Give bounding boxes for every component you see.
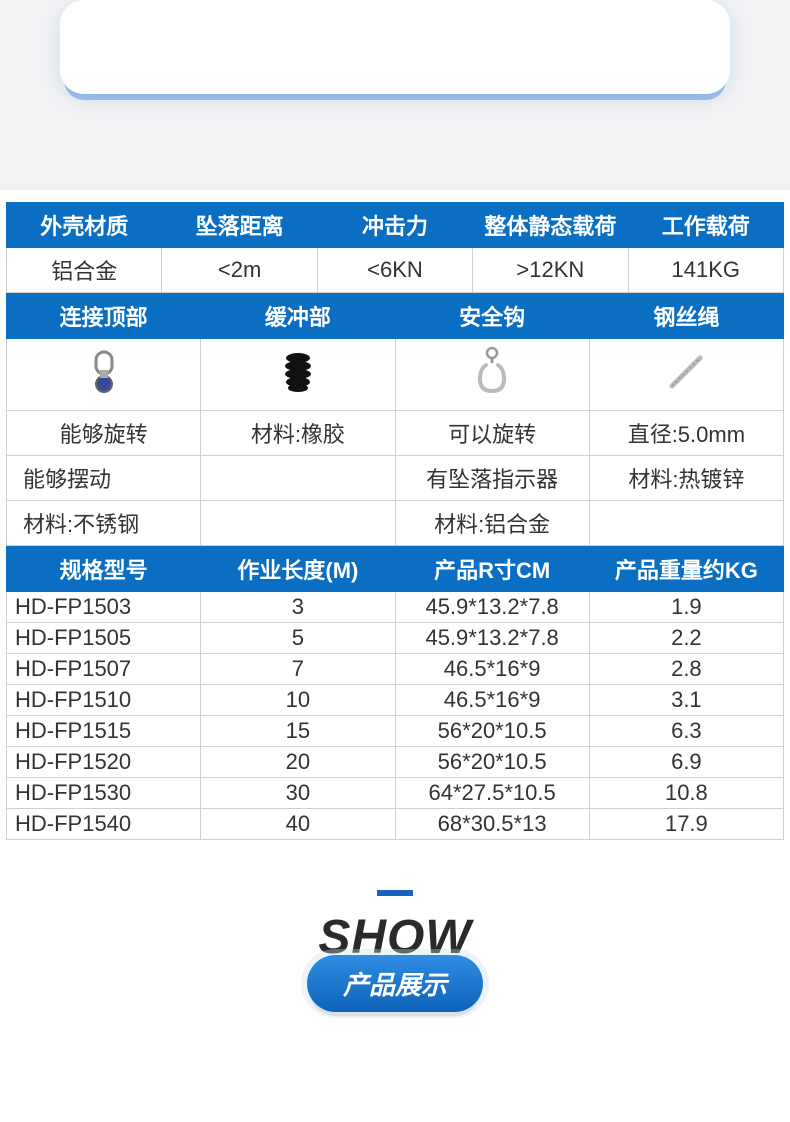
col-header: 坠落距离 [162, 203, 317, 248]
cell: 20 [201, 747, 395, 778]
table-row-images [7, 339, 784, 411]
cell: 6.3 [589, 716, 783, 747]
top-card [60, 0, 730, 94]
cell: HD-FP1510 [7, 685, 201, 716]
specs-table-1: 外壳材质 坠落距离 冲击力 整体静态载荷 工作载荷 铝合金 <2m <6KN >… [6, 202, 784, 293]
cell: 68*30.5*13 [395, 809, 589, 840]
cell: 56*20*10.5 [395, 716, 589, 747]
cell: 材料:不锈钢 [7, 501, 201, 546]
show-subtitle-pill: 产品展示 [307, 955, 483, 1012]
cell-image [395, 339, 589, 411]
cell: 2.8 [589, 654, 783, 685]
col-header: 产品R寸CM [395, 547, 589, 592]
cell: 1.9 [589, 592, 783, 623]
col-header: 外壳材质 [7, 203, 162, 248]
cell: 有坠落指示器 [395, 456, 589, 501]
col-header: 规格型号 [7, 547, 201, 592]
table-header-row: 外壳材质 坠落距离 冲击力 整体静态载荷 工作载荷 [7, 203, 784, 248]
cell: 46.5*16*9 [395, 685, 589, 716]
cell: HD-FP1507 [7, 654, 201, 685]
cell: 2.2 [589, 623, 783, 654]
swivel-top-icon [80, 348, 128, 396]
cell: 15 [201, 716, 395, 747]
col-header: 作业长度(M) [201, 547, 395, 592]
cell-image [201, 339, 395, 411]
cell: HD-FP1520 [7, 747, 201, 778]
col-header: 工作载荷 [628, 203, 783, 248]
cell [201, 456, 395, 501]
cell: 3.1 [589, 685, 783, 716]
cell: <2m [162, 248, 317, 293]
cell: 46.5*16*9 [395, 654, 589, 685]
table-row: 能够摆动 有坠落指示器 材料:热镀锌 [7, 456, 784, 501]
cell [589, 501, 783, 546]
cell: 30 [201, 778, 395, 809]
cell: 材料:橡胶 [201, 411, 395, 456]
cell: 能够旋转 [7, 411, 201, 456]
cell: HD-FP1530 [7, 778, 201, 809]
cell: <6KN [317, 248, 472, 293]
col-header: 安全钩 [395, 294, 589, 339]
cell: HD-FP1505 [7, 623, 201, 654]
table-header-row: 连接顶部 缓冲部 安全钩 钢丝绳 [7, 294, 784, 339]
table-row: 材料:不锈钢 材料:铝合金 [7, 501, 784, 546]
carabiner-icon [468, 347, 516, 395]
cell: 64*27.5*10.5 [395, 778, 589, 809]
cell: 材料:热镀锌 [589, 456, 783, 501]
col-header: 缓冲部 [201, 294, 395, 339]
cell: 5 [201, 623, 395, 654]
top-card-container [0, 0, 790, 94]
table-row: HD-FP1505545.9*13.2*7.82.2 [7, 623, 784, 654]
table-row: 铝合金 <2m <6KN >12KN 141KG [7, 248, 784, 293]
cell: 铝合金 [7, 248, 162, 293]
cell: 3 [201, 592, 395, 623]
cell: 直径:5.0mm [589, 411, 783, 456]
cell: 10 [201, 685, 395, 716]
cell: 10.8 [589, 778, 783, 809]
cell: 可以旋转 [395, 411, 589, 456]
table-row: HD-FP15404068*30.5*1317.9 [7, 809, 784, 840]
cell: 7 [201, 654, 395, 685]
table-row: HD-FP15303064*27.5*10.510.8 [7, 778, 784, 809]
col-header: 连接顶部 [7, 294, 201, 339]
table-row: HD-FP1507746.5*16*92.8 [7, 654, 784, 685]
cell: 45.9*13.2*7.8 [395, 592, 589, 623]
table-row: HD-FP15101046.5*16*93.1 [7, 685, 784, 716]
accent-bar [377, 890, 413, 896]
cell: 17.9 [589, 809, 783, 840]
col-header: 产品重量约KG [589, 547, 783, 592]
col-header: 整体静态载荷 [473, 203, 628, 248]
cell-image [7, 339, 201, 411]
tables-container: 外壳材质 坠落距离 冲击力 整体静态载荷 工作载荷 铝合金 <2m <6KN >… [0, 190, 790, 1122]
components-table: 连接顶部 缓冲部 安全钩 钢丝绳 [6, 293, 784, 546]
cell: HD-FP1540 [7, 809, 201, 840]
table-row: HD-FP15151556*20*10.56.3 [7, 716, 784, 747]
cell [201, 501, 395, 546]
cell: 56*20*10.5 [395, 747, 589, 778]
cell: 材料:铝合金 [395, 501, 589, 546]
cell: 6.9 [589, 747, 783, 778]
table-row: HD-FP15202056*20*10.56.9 [7, 747, 784, 778]
show-section: SHOW 产品展示 [6, 840, 784, 1122]
table-row: 能够旋转 材料:橡胶 可以旋转 直径:5.0mm [7, 411, 784, 456]
models-table: 规格型号 作业长度(M) 产品R寸CM 产品重量约KG HD-FP1503345… [6, 546, 784, 840]
col-header: 冲击力 [317, 203, 472, 248]
cell: 141KG [628, 248, 783, 293]
cell: 45.9*13.2*7.8 [395, 623, 589, 654]
cell: 40 [201, 809, 395, 840]
col-header: 钢丝绳 [589, 294, 783, 339]
table-row: HD-FP1503345.9*13.2*7.81.9 [7, 592, 784, 623]
cell-image [589, 339, 783, 411]
cell: 能够摆动 [7, 456, 201, 501]
cell: >12KN [473, 248, 628, 293]
wire-rope-icon [662, 348, 710, 396]
rubber-bumper-icon [274, 348, 322, 396]
cell: HD-FP1515 [7, 716, 201, 747]
cell: HD-FP1503 [7, 592, 201, 623]
table-header-row: 规格型号 作业长度(M) 产品R寸CM 产品重量约KG [7, 547, 784, 592]
